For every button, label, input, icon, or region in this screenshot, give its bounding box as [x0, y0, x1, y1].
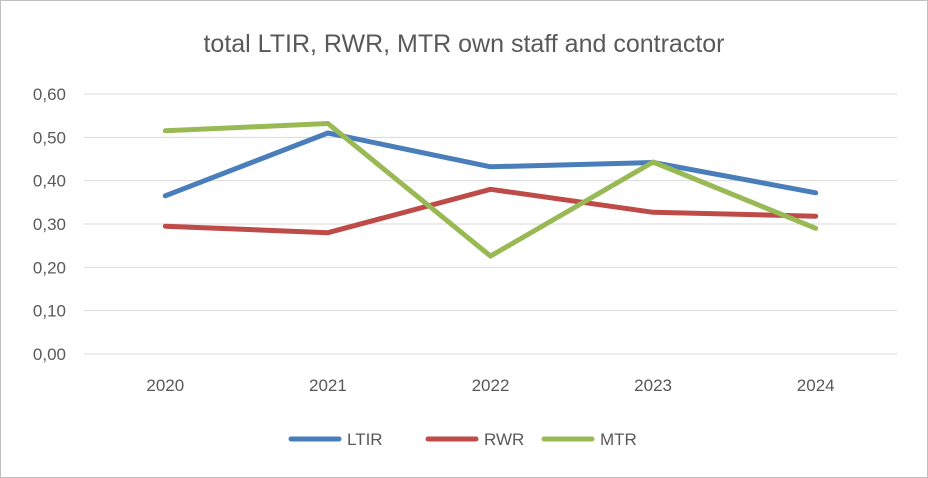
y-tick-label: 0,50	[33, 128, 66, 147]
x-axis-ticks: 2020 2021 2022 2023 2024	[146, 376, 834, 395]
x-tick-label: 2024	[797, 376, 835, 395]
y-tick-label: 0,00	[33, 345, 66, 364]
legend-label-mtr: MTR	[600, 430, 637, 449]
x-tick-label: 2022	[472, 376, 510, 395]
legend-label-rwr: RWR	[484, 430, 524, 449]
gridlines	[84, 93, 897, 355]
x-tick-label: 2021	[309, 376, 347, 395]
legend-label-ltir: LTIR	[347, 430, 383, 449]
y-tick-label: 0,10	[33, 302, 66, 321]
y-tick-label: 0,40	[33, 172, 66, 191]
series-lines	[162, 121, 819, 259]
legend: LTIR RWR MTR	[288, 430, 637, 449]
chart-title: total LTIR, RWR, MTR own staff and contr…	[203, 30, 724, 58]
y-axis-ticks: 0,00 0,10 0,20 0,30 0,40 0,50 0,60	[33, 85, 66, 364]
x-tick-label: 2020	[146, 376, 184, 395]
y-tick-label: 0,30	[33, 215, 66, 234]
y-tick-label: 0,60	[33, 85, 66, 104]
y-tick-label: 0,20	[33, 258, 66, 277]
series-line-rwr	[162, 186, 819, 236]
x-tick-label: 2023	[634, 376, 672, 395]
